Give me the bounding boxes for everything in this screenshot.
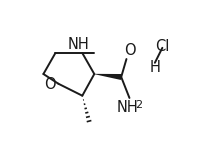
Text: NH: NH <box>116 100 138 115</box>
Text: O: O <box>44 77 56 92</box>
Text: NH: NH <box>68 37 89 52</box>
Text: H: H <box>149 60 160 75</box>
Polygon shape <box>94 74 122 80</box>
Text: Cl: Cl <box>155 39 169 54</box>
Text: O: O <box>124 43 136 58</box>
Text: 2: 2 <box>136 100 143 110</box>
